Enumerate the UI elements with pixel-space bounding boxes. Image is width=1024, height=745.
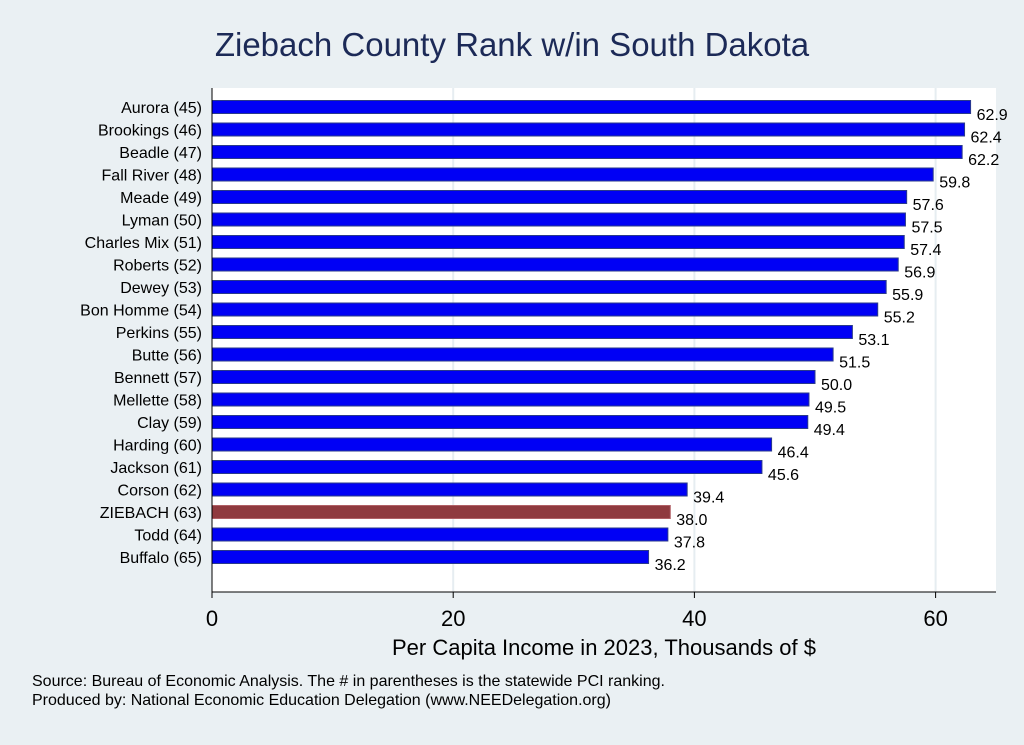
value-label: 53.1: [858, 332, 889, 349]
bar: [211, 280, 887, 294]
x-tick-label: 60: [923, 606, 947, 631]
category-label: Fall River (48): [102, 168, 202, 185]
value-label: 49.4: [814, 422, 845, 439]
category-label: Charles Mix (51): [85, 235, 202, 252]
bar: [211, 505, 671, 519]
value-label: 51.5: [839, 355, 870, 372]
category-label: Bon Homme (54): [80, 303, 202, 320]
bar: [211, 100, 972, 114]
x-tick-label: 20: [441, 606, 465, 631]
category-label: Beadle (47): [119, 145, 202, 162]
bar: [211, 347, 834, 362]
bar: [211, 482, 688, 497]
value-label: 46.4: [778, 445, 809, 462]
x-axis-label: Per Capita Income in 2023, Thousands of …: [392, 635, 816, 660]
bar: [211, 392, 810, 407]
bar: [211, 235, 905, 249]
value-label: 56.9: [904, 265, 935, 282]
bar: [211, 122, 966, 137]
value-label: 62.2: [968, 152, 999, 169]
category-label: Perkins (55): [116, 325, 202, 342]
bar: [211, 550, 650, 564]
bar: [211, 437, 773, 452]
category-label: Buffalo (65): [120, 550, 202, 567]
bar: [211, 302, 879, 317]
source-note: Source: Bureau of Economic Analysis. The…: [32, 673, 665, 690]
bar: [211, 257, 899, 272]
value-label: 57.6: [913, 197, 944, 214]
category-label: Butte (56): [132, 348, 202, 365]
category-label: Aurora (45): [121, 100, 202, 117]
category-label: Meade (49): [120, 190, 202, 207]
bar: [211, 460, 763, 474]
value-label: 62.9: [977, 107, 1008, 124]
bar: [211, 145, 963, 159]
value-label: 45.6: [768, 467, 799, 484]
bar: [211, 190, 908, 204]
value-label: 55.9: [892, 287, 923, 304]
category-label: Harding (60): [113, 438, 202, 455]
value-label: 38.0: [676, 512, 707, 529]
category-label: Todd (64): [134, 528, 202, 545]
category-label: Jackson (61): [110, 460, 202, 477]
value-label: 59.8: [939, 175, 970, 192]
category-label: ZIEBACH (63): [100, 505, 202, 522]
chart-title: Ziebach County Rank w/in South Dakota: [214, 26, 810, 63]
category-label: Roberts (52): [113, 258, 202, 275]
producer-note: Produced by: National Economic Education…: [32, 692, 611, 709]
category-label: Clay (59): [137, 415, 202, 432]
bar: [211, 167, 934, 182]
category-label: Dewey (53): [120, 280, 202, 297]
value-label: 57.5: [911, 220, 942, 237]
bar: [211, 325, 853, 339]
x-tick-label: 0: [206, 606, 218, 631]
value-label: 55.2: [884, 310, 915, 327]
value-label: 39.4: [693, 490, 724, 507]
category-label: Lyman (50): [122, 213, 202, 230]
bar: [211, 527, 669, 542]
category-label: Bennett (57): [114, 370, 202, 387]
bar: [211, 212, 906, 227]
bar: [211, 415, 809, 429]
category-label: Corson (62): [118, 483, 202, 500]
value-label: 50.0: [821, 377, 852, 394]
category-label: Mellette (58): [113, 393, 202, 410]
value-label: 62.4: [971, 130, 1002, 147]
value-label: 57.4: [910, 242, 941, 259]
value-label: 37.8: [674, 535, 705, 552]
value-label: 36.2: [655, 557, 686, 574]
category-label: Brookings (46): [98, 123, 202, 140]
x-tick-label: 40: [682, 606, 706, 631]
bar: [211, 370, 816, 384]
value-label: 49.5: [815, 400, 846, 417]
